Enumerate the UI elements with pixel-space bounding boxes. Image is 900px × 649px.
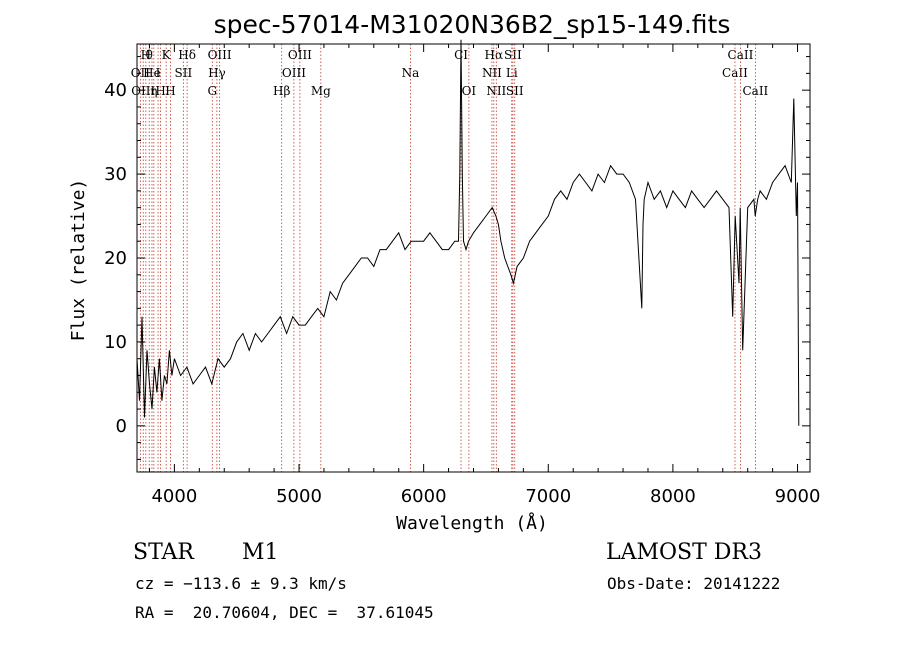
line-marker-label-30: CaII [742,84,768,98]
line-marker-label-3: θ [146,48,153,62]
y-tick-label-1: 10 [104,332,127,353]
line-marker-label-16: OIII [282,66,306,80]
line-marker-label-12: G [207,84,217,98]
spectrum-series [136,39,800,426]
y-axis: 0 10 20 30 40 [104,56,810,460]
line-marker-label-21: OI [462,84,477,98]
line-marker-label-22: NII [482,66,502,80]
line-marker-label-17: OIII [288,48,312,62]
line-marker-label-23: Hα [485,48,504,62]
line-marker-label-13: Hγ [208,66,226,80]
line-marker-label-27: SII [506,84,524,98]
x-tick-label-0: 4000 [151,486,197,507]
line-marker-label-28: CaII [722,66,748,80]
x-axis-label: Wavelength (Å) [396,512,548,534]
y-tick-label-3: 30 [104,164,127,185]
plot-frame [136,43,811,473]
x-tick-label-3: 7000 [525,486,571,507]
line-marker-label-19: Na [402,66,420,80]
object-subclass: M1 [242,540,279,565]
obs-date-text: Obs-Date: 20141222 [607,574,781,593]
line-marker-label-4: He [143,66,161,80]
x-tick-label-2: 6000 [401,486,447,507]
x-tick-label-5: 9000 [775,486,821,507]
line-marker-label-24: NII [486,84,506,98]
object-class: STAR [133,540,194,565]
survey-name: LAMOST DR3 [606,540,762,565]
x-tick-label-4: 8000 [650,486,696,507]
emission-line-markers: OIIOIIIHθHeηIHKHSIIHδGHγOIIIHβOIIIOIIIMg… [131,44,769,472]
line-marker-label-29: CaII [728,48,754,62]
y-axis-label: Flux (relative) [68,179,89,342]
redshift-text: cz = −113.6 ± 9.3 km/s [135,574,347,593]
coordinates-text: RA = 20.70604, DEC = 37.61045 [135,603,434,622]
line-marker-label-6: I [156,66,161,80]
chart-title: spec-57014-M31020N36B2_sp15-149.fits [214,10,731,39]
line-marker-label-11: Hδ [178,48,196,62]
y-tick-label-4: 40 [104,80,127,101]
line-marker-label-9: H [165,84,175,98]
line-marker-label-26: SII [504,48,522,62]
line-marker-label-15: Hβ [273,84,290,98]
line-marker-label-14: OIII [208,48,232,62]
line-marker-label-8: K [162,48,172,62]
line-marker-label-25: Li [506,66,518,80]
line-marker-label-2: H [141,48,151,62]
line-marker-label-5: η [150,84,157,98]
spectrum-line-0 [136,39,800,426]
line-marker-label-18: Mg [311,84,331,98]
x-axis: 4000 5000 6000 7000 8000 9000 [148,44,821,507]
line-marker-label-7: H [155,84,165,98]
line-marker-label-10: SII [175,66,193,80]
y-tick-label-2: 20 [104,248,127,269]
y-tick-label-0: 0 [116,416,127,437]
x-tick-label-1: 5000 [276,486,322,507]
